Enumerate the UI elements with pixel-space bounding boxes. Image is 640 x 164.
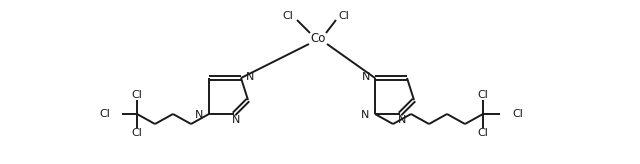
Text: N: N xyxy=(195,110,203,120)
Text: Cl: Cl xyxy=(99,109,110,119)
Text: Co: Co xyxy=(310,31,326,44)
Text: Cl: Cl xyxy=(512,109,523,119)
Text: Cl: Cl xyxy=(283,11,293,21)
Text: N: N xyxy=(246,72,254,82)
Text: Cl: Cl xyxy=(477,90,488,100)
Text: N: N xyxy=(362,72,370,82)
Text: Cl: Cl xyxy=(477,128,488,138)
Text: Cl: Cl xyxy=(132,128,143,138)
Text: Cl: Cl xyxy=(339,11,349,21)
Text: N: N xyxy=(360,110,369,120)
Text: Cl: Cl xyxy=(132,90,143,100)
Text: N: N xyxy=(398,115,406,125)
Text: N: N xyxy=(232,115,240,125)
